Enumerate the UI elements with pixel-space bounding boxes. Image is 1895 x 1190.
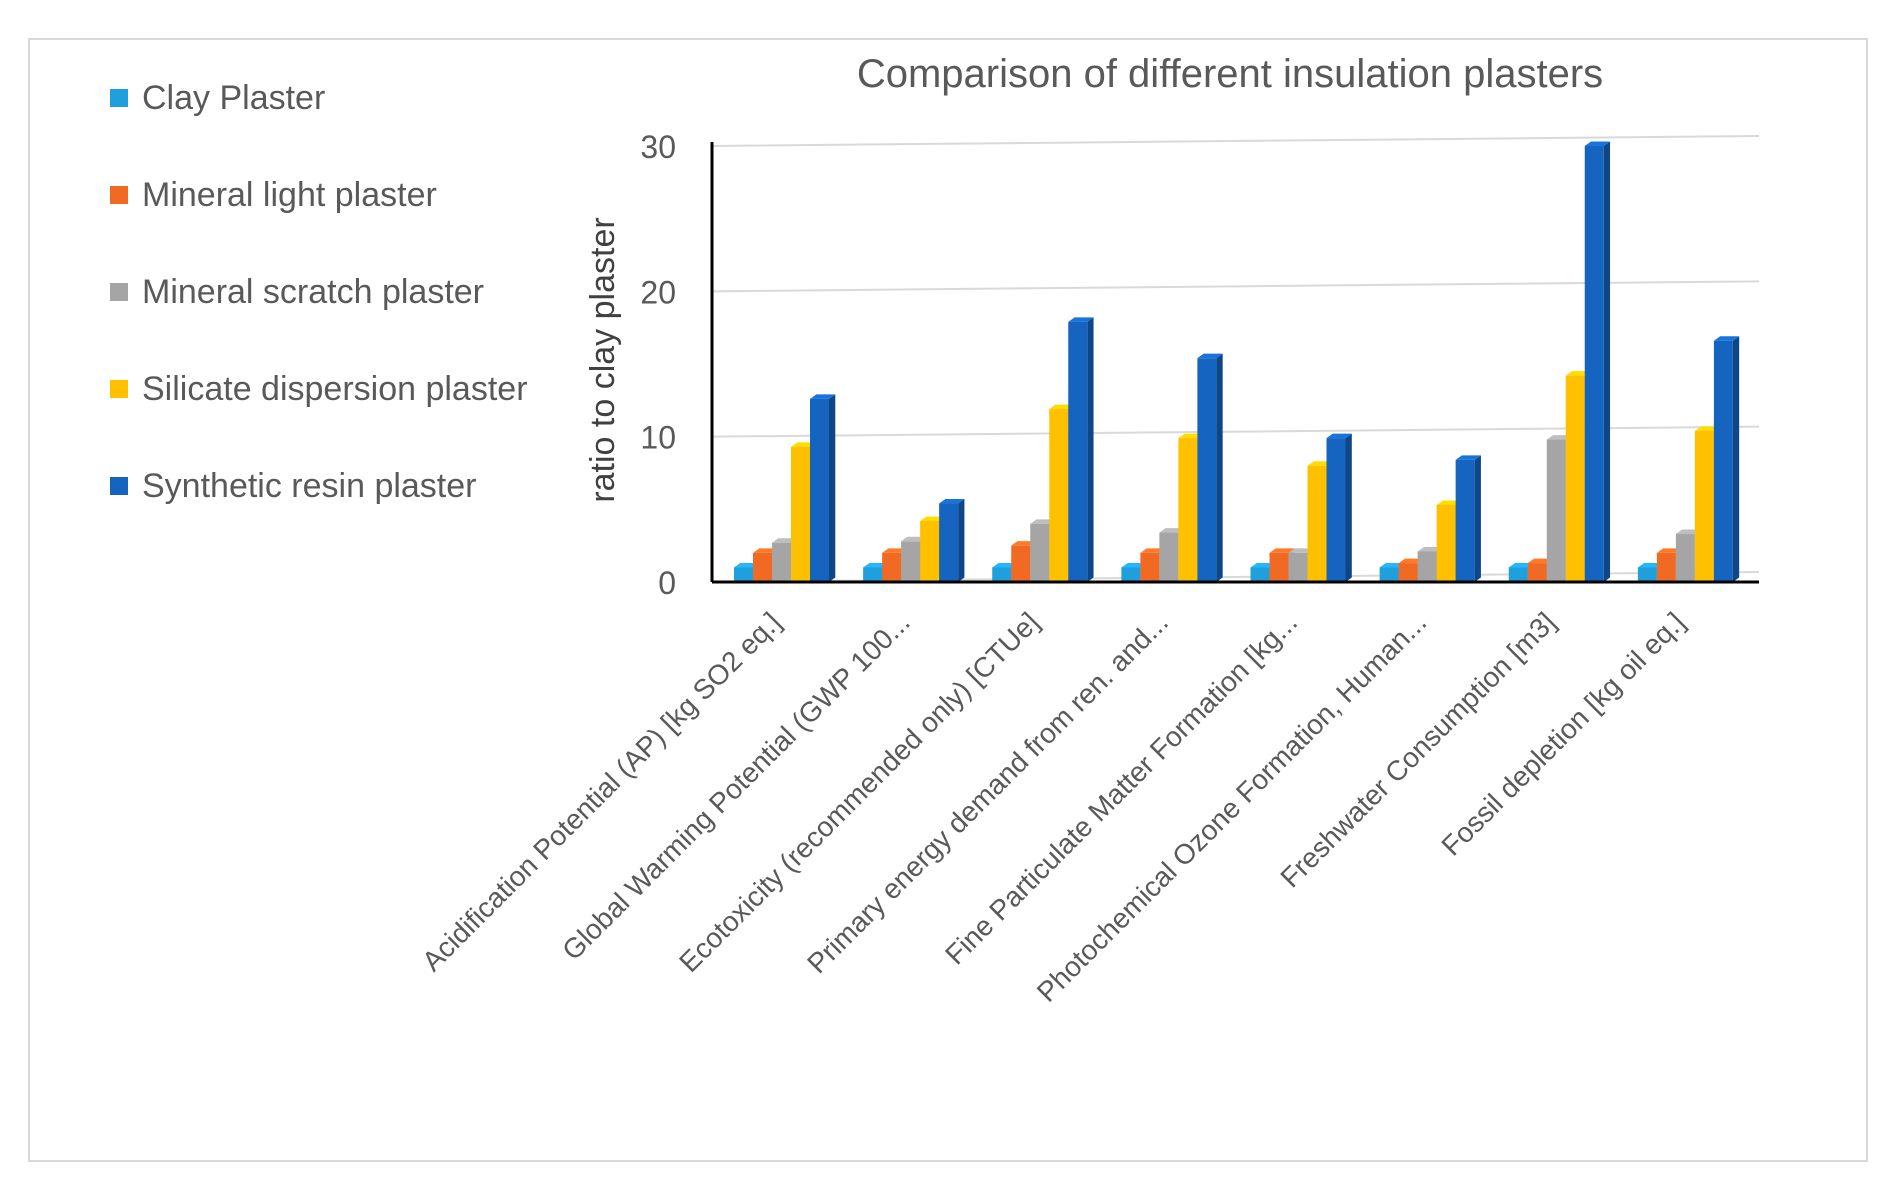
x-tick-labels: Acidification Potential (AP) [kg SO2 eq.…: [416, 606, 1691, 1008]
bar-6-4: [1584, 141, 1611, 582]
legend-item-mineral-scratch-plaster: Mineral scratch plaster: [110, 272, 484, 312]
legend-item-mineral-light-plaster: Mineral light plaster: [110, 175, 437, 215]
bar-0-4: [810, 394, 836, 582]
axes: [710, 142, 1759, 584]
legend-swatch-mineral-light-plaster: [110, 186, 128, 205]
legend-item-synthetic-resin-plaster: Synthetic resin plaster: [110, 466, 477, 506]
gridline-20: [711, 280, 1760, 293]
y-tick-label-30: 30: [640, 129, 676, 165]
bar-4-4: [1326, 433, 1352, 582]
chart-title: Comparison of different insulation plast…: [856, 52, 1604, 96]
bar-3-4: [1197, 353, 1223, 582]
legend-label-mineral-light-plaster: Mineral light plaster: [142, 176, 437, 214]
y-tick-labels: 0 10 20 30: [640, 129, 676, 601]
bar-1-4: [939, 499, 965, 582]
gridline-30: [711, 135, 1760, 147]
bar-2-4: [1068, 317, 1094, 582]
legend-swatch-synthetic-resin-plaster: [110, 477, 128, 496]
legend-label-synthetic-resin-plaster: Synthetic resin plaster: [142, 467, 477, 505]
legend-swatch-clay-plaster: [110, 89, 128, 108]
bars: [734, 141, 1740, 582]
y-tick-label-20: 20: [640, 274, 676, 310]
legend-label-silicate-dispersion-plaster: Silicate dispersion plaster: [142, 370, 528, 408]
legend-item-silicate-dispersion-plaster: Silicate dispersion plaster: [110, 369, 528, 409]
y-axis-label: ratio to clay plaster: [584, 217, 622, 502]
chart-frame: [28, 38, 1868, 1162]
legend-swatch-mineral-scratch-plaster: [110, 283, 128, 302]
y-tick-label-10: 10: [640, 420, 676, 456]
bar-7-4: [1713, 336, 1740, 582]
legend-label-clay-plaster: Clay Plaster: [142, 79, 326, 117]
x-tick-label-6: Freshwater Consumption [m3]: [1274, 606, 1561, 893]
x-tick-label-7: Fossil depletion [kg oil eq.]: [1435, 606, 1690, 861]
legend-label-mineral-scratch-plaster: Mineral scratch plaster: [142, 273, 485, 311]
bar-5-4: [1455, 455, 1481, 582]
legend-swatch-silicate-dispersion-plaster: [110, 380, 128, 399]
legend-item-clay-plaster: Clay Plaster: [110, 78, 325, 118]
y-tick-label-0: 0: [658, 565, 676, 601]
